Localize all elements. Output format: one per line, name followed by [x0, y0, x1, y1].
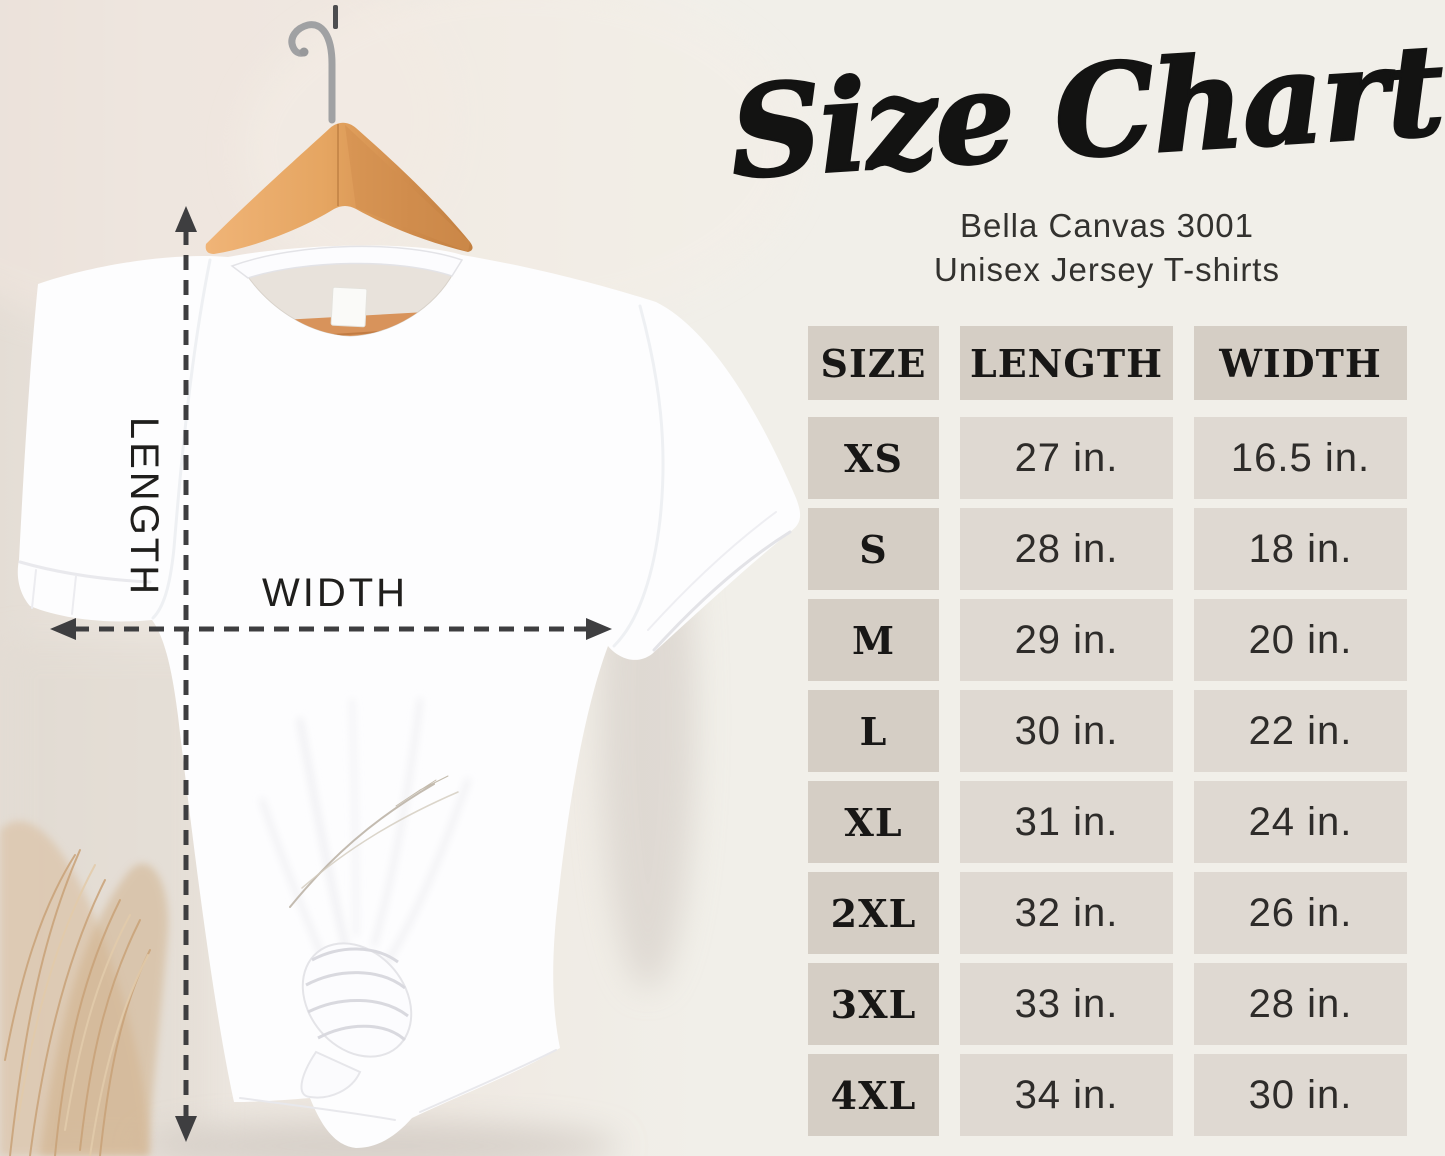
table-row-cell: 29 in.	[960, 599, 1173, 681]
table-row-cell: 30 in.	[960, 690, 1173, 772]
subtitle-product: Bella Canvas 3001	[959, 207, 1255, 244]
tshirt-photo	[0, 0, 820, 1156]
neck-tag	[330, 286, 368, 328]
length-label: LENGTH	[122, 416, 166, 598]
table-row-cell: 26 in.	[1194, 872, 1407, 954]
knot	[300, 942, 413, 1099]
table-row-size: 2XL	[808, 872, 939, 954]
table-row-cell: 30 in.	[1194, 1054, 1407, 1136]
table-row-cell: 16.5 in.	[1194, 417, 1407, 499]
table-row-cell: 32 in.	[960, 872, 1173, 954]
width-label: WIDTH	[261, 571, 409, 615]
size-table: SIZE LENGTH WIDTH XS 27 in. 16.5 in. S 2…	[808, 326, 1408, 1136]
hanger-hook-icon	[288, 21, 336, 124]
table-row-size: L	[808, 690, 939, 772]
table-row-cell: 28 in.	[960, 508, 1173, 590]
table-row-cell: 34 in.	[960, 1054, 1173, 1136]
tshirt-body	[17, 245, 801, 1149]
table-row-cell: 31 in.	[960, 781, 1173, 863]
width-arrow	[50, 618, 612, 640]
length-arrow	[175, 206, 197, 1142]
table-row-size: 4XL	[808, 1054, 939, 1136]
table-row-cell: 20 in.	[1194, 599, 1407, 681]
table-row-size: 3XL	[808, 963, 939, 1045]
table-row-cell: 24 in.	[1194, 781, 1407, 863]
table-row-cell: 28 in.	[1194, 963, 1407, 1045]
table-row-size: XL	[808, 781, 939, 863]
column-header-length: LENGTH	[960, 326, 1173, 400]
tshirt-icon	[17, 245, 801, 1149]
wall-highlight-2	[240, 0, 800, 320]
column-header-width: WIDTH	[1194, 326, 1407, 400]
wooden-hanger-icon	[205, 122, 473, 254]
table-row-size: M	[808, 599, 939, 681]
pampas-grass-icon	[0, 821, 169, 1156]
grass-spike	[289, 775, 459, 908]
table-row-cell: 22 in.	[1194, 690, 1407, 772]
table-row-cell: 18 in.	[1194, 508, 1407, 590]
table-row-size: S	[808, 508, 939, 590]
table-row-cell: 33 in.	[960, 963, 1173, 1045]
subtitle-style: Unisex Jersey T-shirts	[934, 251, 1280, 288]
table-row-cell: 27 in.	[960, 417, 1173, 499]
table-body: XS 27 in. 16.5 in. S 28 in. 18 in. M 29 …	[808, 417, 1408, 1136]
table-row-size: XS	[808, 417, 939, 499]
nail-icon	[333, 5, 338, 29]
table-header-row: SIZE LENGTH WIDTH	[808, 326, 1408, 400]
page-title: Size Chart	[725, 15, 1445, 209]
column-header-size: SIZE	[808, 326, 939, 400]
